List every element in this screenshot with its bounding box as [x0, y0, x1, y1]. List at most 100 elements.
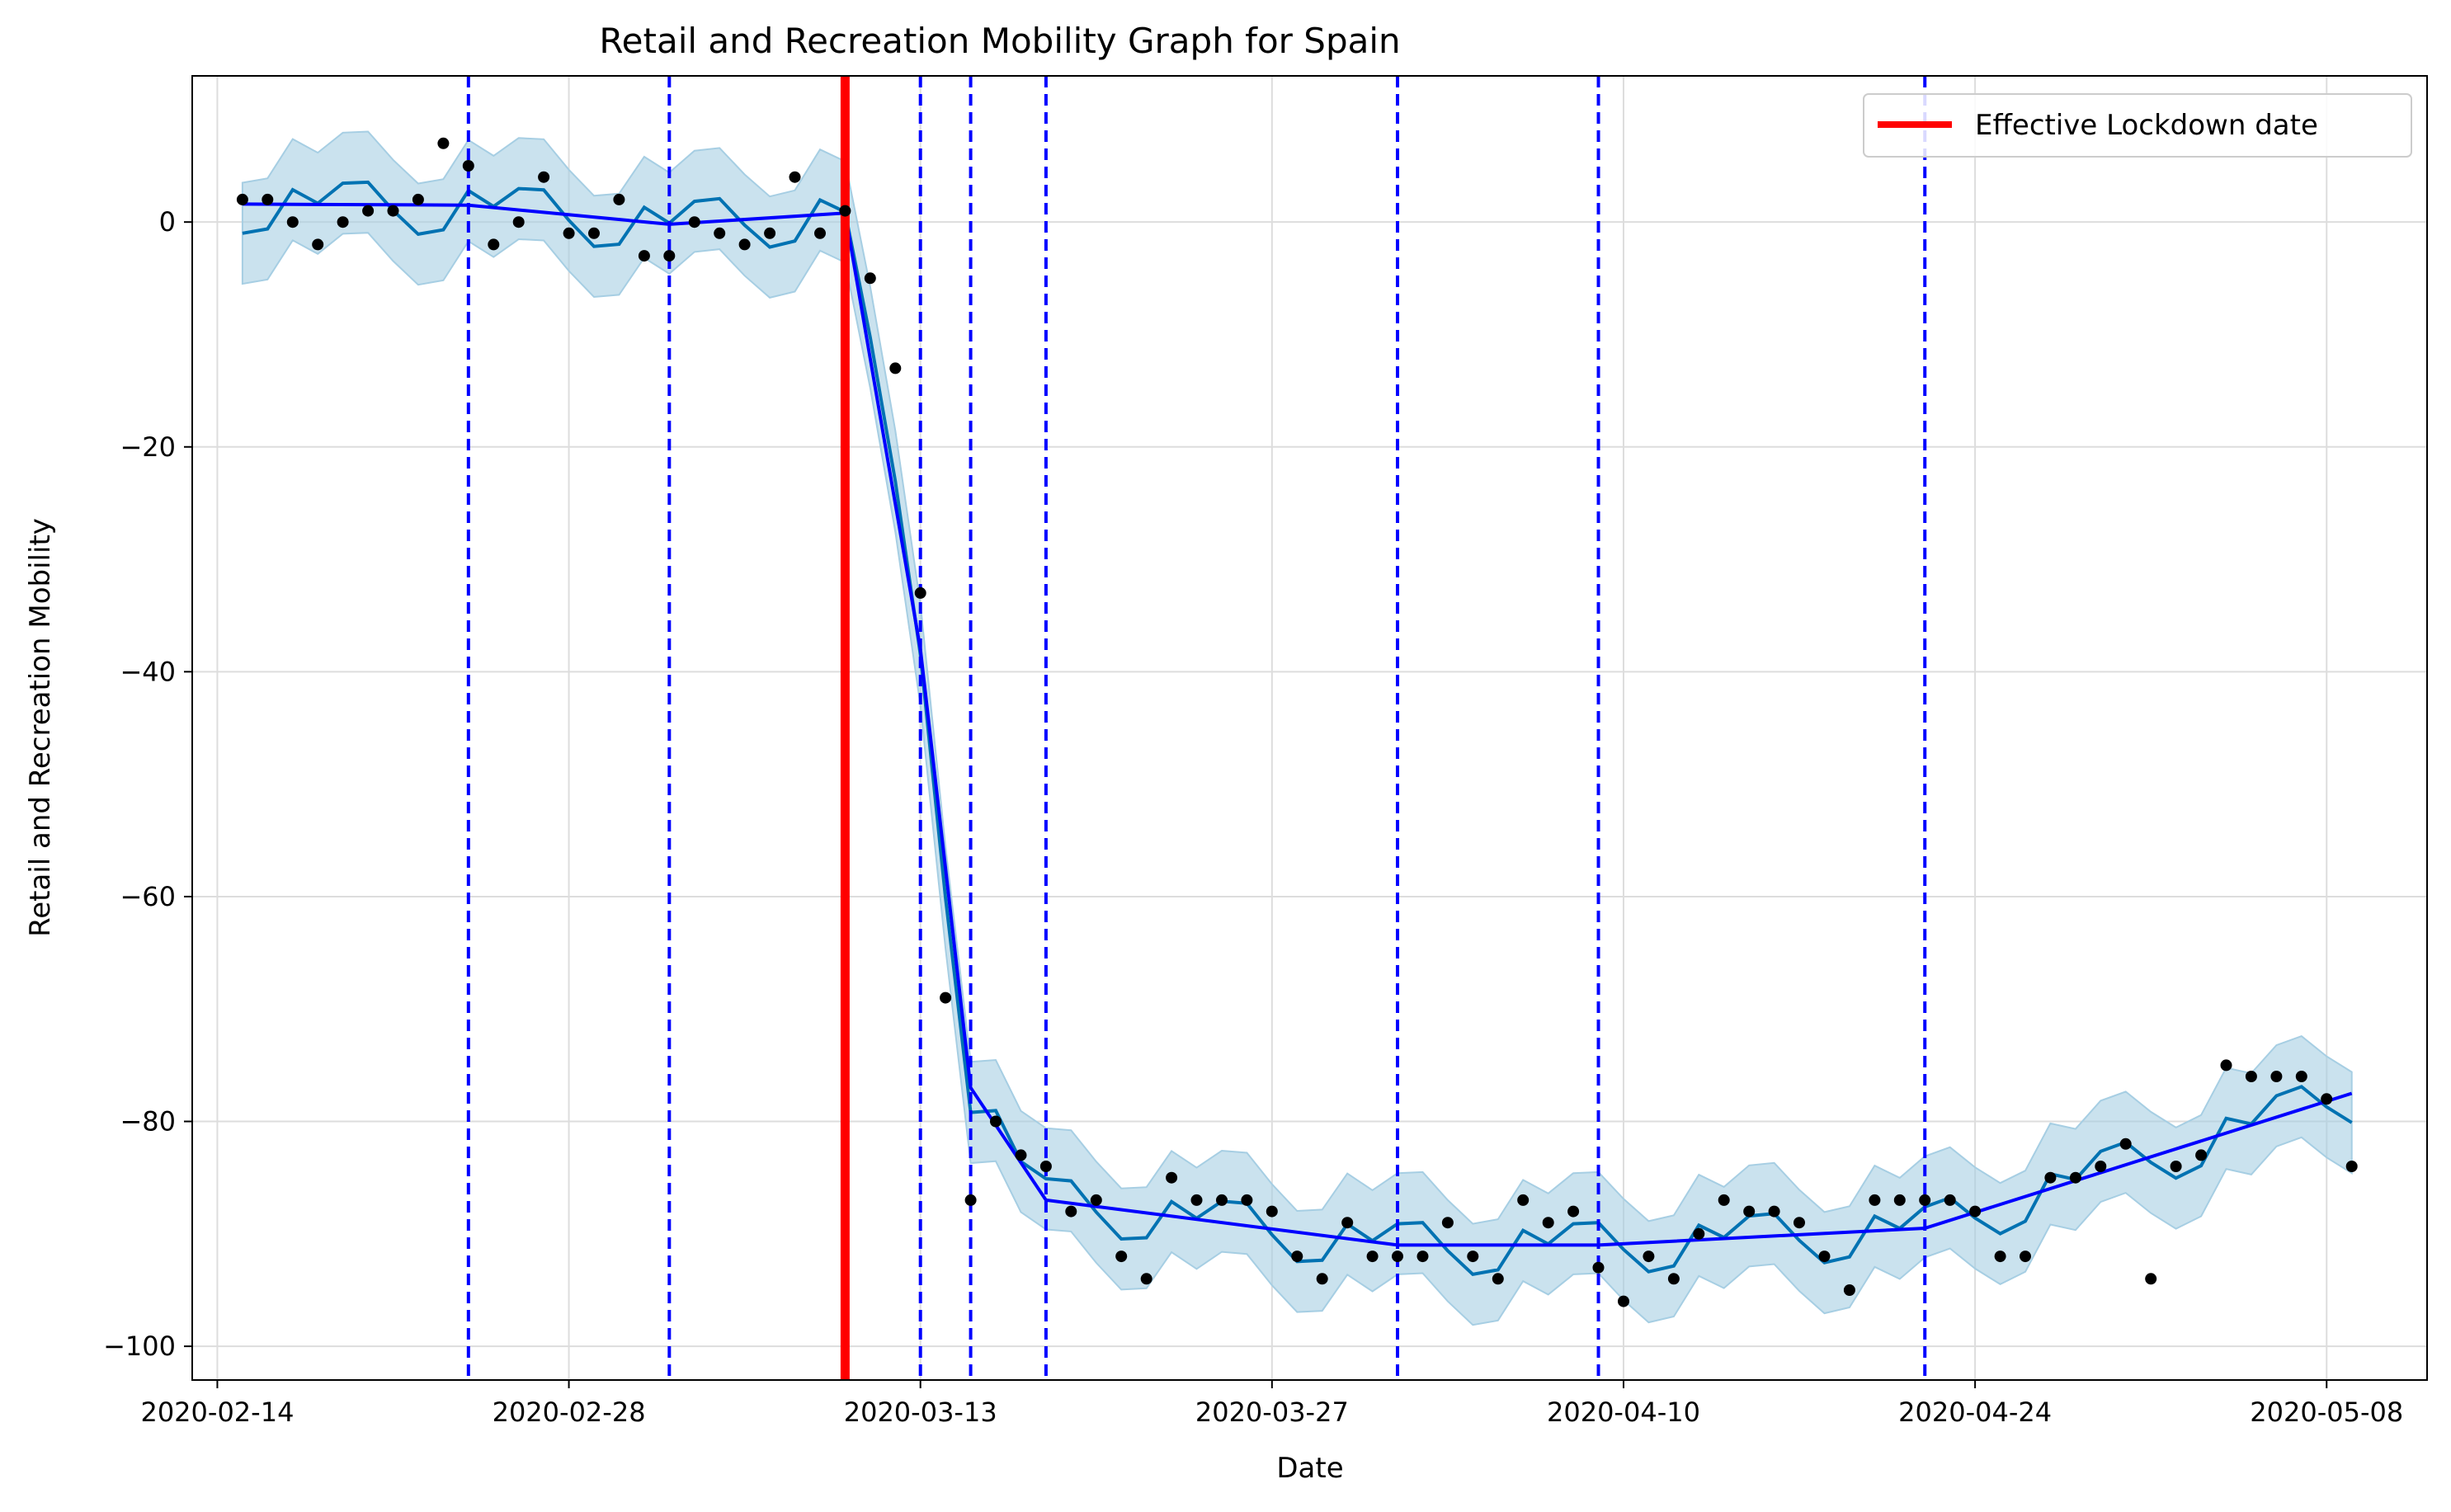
observed-point	[286, 216, 299, 228]
observed-point	[1140, 1273, 1152, 1285]
observed-point	[1341, 1217, 1354, 1229]
observed-point	[488, 238, 500, 251]
x-tick-label: 2020-04-10	[1547, 1397, 1700, 1428]
y-axis: 0 −20 −40 −60 −80 −100	[103, 206, 192, 1362]
observed-point	[2270, 1071, 2283, 1082]
observed-point	[738, 238, 751, 251]
y-axis-label: Retail and Recreation Mobility	[24, 518, 57, 937]
observed-point	[412, 193, 424, 205]
observed-point	[1542, 1217, 1554, 1229]
observed-point	[789, 171, 801, 183]
observed-point	[1517, 1194, 1530, 1206]
observed-point	[1944, 1194, 1956, 1206]
observed-point	[1919, 1194, 1931, 1206]
legend-box	[1863, 93, 2412, 158]
observed-point	[1039, 1161, 1052, 1172]
x-tick-label: 2020-03-13	[844, 1397, 997, 1428]
observed-points	[236, 137, 2358, 1307]
y-tick-label: 0	[159, 206, 176, 238]
observed-point	[940, 992, 952, 1004]
observed-point	[1392, 1251, 1403, 1263]
observed-point	[663, 250, 676, 262]
x-tick-label: 2020-04-24	[1898, 1397, 2052, 1428]
observed-point	[1065, 1205, 1077, 1218]
observed-point	[1893, 1194, 1906, 1206]
observed-point	[1592, 1261, 1605, 1274]
observed-point	[538, 171, 550, 183]
observed-point	[1994, 1251, 2006, 1263]
observed-point	[2044, 1171, 2057, 1184]
x-axis: 2020-02-14 2020-02-28 2020-03-13 2020-03-27…	[140, 1380, 2403, 1428]
legend-lockdown-label: Effective Lockdown date	[1975, 109, 2318, 142]
x-tick-label: 2020-02-14	[140, 1397, 294, 1428]
observed-point	[337, 216, 349, 228]
observed-point	[964, 1194, 977, 1206]
observed-point	[889, 362, 902, 374]
observed-point	[2145, 1273, 2157, 1285]
observed-point	[362, 205, 375, 217]
observed-point	[2020, 1251, 2031, 1263]
observed-point	[1492, 1273, 1504, 1285]
observed-point	[714, 227, 726, 239]
observed-point	[1768, 1205, 1780, 1218]
observed-point	[2295, 1071, 2307, 1082]
observed-point	[1969, 1205, 1982, 1218]
observed-point	[2069, 1171, 2081, 1184]
observed-point	[1441, 1217, 1454, 1229]
trend-line	[242, 202, 2353, 1247]
observed-point	[1667, 1273, 1680, 1285]
observed-point	[1643, 1251, 1655, 1263]
observed-point	[839, 205, 851, 217]
observed-point	[638, 250, 650, 262]
observed-point	[1190, 1194, 1203, 1206]
observed-point	[688, 216, 700, 228]
observed-point	[1693, 1227, 1705, 1240]
observed-point	[1416, 1251, 1429, 1263]
y-tick-label: −80	[120, 1106, 176, 1138]
observed-point	[2170, 1161, 2182, 1172]
observed-point	[1818, 1251, 1831, 1263]
x-tick-label: 2020-02-28	[493, 1397, 646, 1428]
plot-frame	[191, 75, 2428, 1381]
observed-point	[512, 216, 525, 228]
observed-point	[1216, 1194, 1228, 1206]
observed-point	[1366, 1251, 1379, 1263]
observed-point	[914, 586, 926, 599]
observed-point	[2195, 1149, 2208, 1161]
observed-point	[1291, 1251, 1303, 1263]
observed-point	[1718, 1194, 1730, 1206]
observed-point	[2220, 1059, 2232, 1072]
observed-point	[1869, 1194, 1881, 1206]
observed-point	[1843, 1284, 1855, 1296]
observed-point	[1567, 1205, 1580, 1218]
observed-point	[1090, 1194, 1102, 1206]
observed-point	[814, 227, 826, 239]
observed-point	[2245, 1071, 2257, 1082]
observed-point	[2345, 1161, 2358, 1172]
observed-point	[990, 1115, 1002, 1128]
y-tick-label: −40	[120, 656, 176, 687]
y-tick-label: −100	[103, 1331, 176, 1362]
x-tick-label: 2020-05-08	[2250, 1397, 2403, 1428]
observed-point	[2321, 1093, 2333, 1105]
legend: Effective Lockdown date	[1863, 93, 2412, 158]
observed-point	[1618, 1295, 1629, 1307]
observed-point	[236, 193, 248, 205]
observed-point	[1166, 1171, 1178, 1184]
y-tick-label: −20	[120, 431, 176, 463]
observed-point	[1015, 1149, 1027, 1161]
observed-point	[1316, 1273, 1328, 1285]
observed-point	[312, 238, 324, 251]
observed-point	[1743, 1205, 1756, 1218]
confidence-band	[241, 130, 2353, 1326]
observed-point	[613, 193, 625, 205]
observed-point	[387, 205, 399, 217]
observed-point	[1241, 1194, 1253, 1206]
observed-point	[764, 227, 776, 239]
observed-point	[563, 227, 575, 239]
observed-point	[2119, 1138, 2132, 1150]
observed-point	[1115, 1251, 1128, 1263]
x-tick-label: 2020-03-27	[1195, 1397, 1349, 1428]
observed-point	[864, 272, 876, 285]
